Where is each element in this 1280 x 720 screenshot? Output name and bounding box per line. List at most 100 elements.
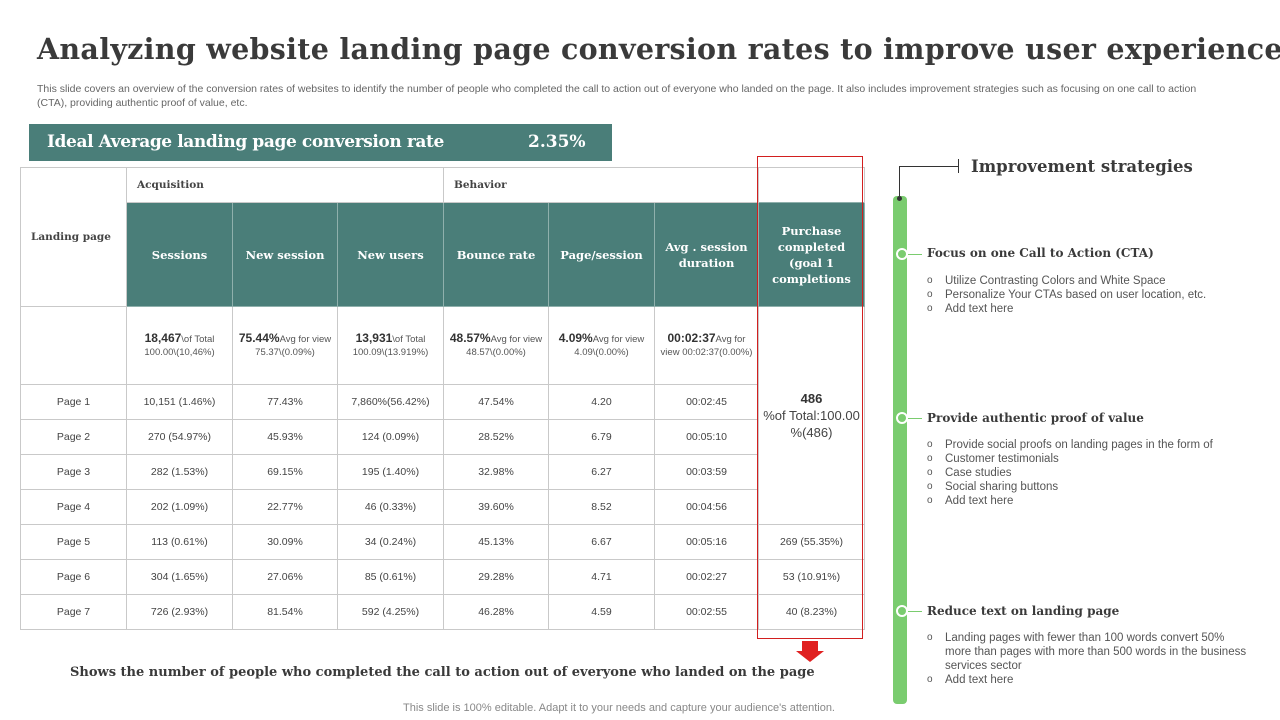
- group-header-row: Landing page Acquisition Behavior: [20, 167, 865, 307]
- list-item: Provide social proofs on landing pages i…: [927, 438, 1257, 452]
- conversion-table: Landing page Acquisition Behavior Sessio…: [20, 167, 865, 630]
- node-connector: [908, 611, 922, 612]
- ideal-rate-banner: Ideal Average landing page conversion ra…: [29, 124, 612, 161]
- cell-bounce-rate: 29.28%: [443, 559, 549, 595]
- cell-duration: 00:02:45: [654, 384, 759, 420]
- connector-tick: [958, 159, 959, 173]
- cell-page-session: 6.67: [548, 524, 655, 560]
- strategy-heading-cta: Focus on one Call to Action (CTA): [927, 246, 1154, 260]
- cell-new-users: 46 (0.33%): [337, 489, 444, 525]
- cell-page-session: 4.20: [548, 384, 655, 420]
- list-item: Personalize Your CTAs based on user loca…: [927, 288, 1257, 302]
- cell-new-session: 81.54%: [232, 594, 338, 630]
- strategy-list-cta: Utilize Contrasting Colors and White Spa…: [927, 274, 1257, 316]
- cell-sessions: 10,151 (1.46%): [126, 384, 233, 420]
- cell-bounce-rate: 39.60%: [443, 489, 549, 525]
- node-connector: [908, 254, 922, 255]
- cell-page-session: 4.71: [548, 559, 655, 595]
- cell-duration: 00:02:55: [654, 594, 759, 630]
- col-header-new-session: New session: [232, 202, 338, 307]
- node-connector: [908, 418, 922, 419]
- table-row: Page 1 10,151 (1.46%) 77.43% 7,860%(56.4…: [20, 384, 865, 420]
- list-item: Customer testimonials: [927, 452, 1257, 466]
- cell-new-session: 30.09%: [232, 524, 338, 560]
- cell-duration: 00:04:56: [654, 489, 759, 525]
- cell-sessions: 282 (1.53%): [126, 454, 233, 490]
- cell-new-users: 34 (0.24%): [337, 524, 444, 560]
- summary-bounce-rate: 48.57%Avg for view 48.57\(0.00%): [443, 306, 549, 385]
- cell-bounce-rate: 45.13%: [443, 524, 549, 560]
- cell-bounce-rate: 32.98%: [443, 454, 549, 490]
- cell-new-users: 124 (0.09%): [337, 419, 444, 455]
- cell-page-session: 6.27: [548, 454, 655, 490]
- cell-sessions: 726 (2.93%): [126, 594, 233, 630]
- list-item: Landing pages with fewer than 100 words …: [927, 631, 1247, 673]
- timeline-bar: [893, 196, 907, 704]
- cell-new-session: 69.15%: [232, 454, 338, 490]
- cell-duration: 00:05:10: [654, 419, 759, 455]
- timeline-node-icon: [896, 412, 908, 424]
- row-page-label: Page 6: [20, 559, 127, 595]
- cell-sessions: 113 (0.61%): [126, 524, 233, 560]
- summary-sessions: 18,467\of Total 100.00\(10,46%): [126, 306, 233, 385]
- table-row: Page 5 113 (0.61%) 30.09% 34 (0.24%) 45.…: [20, 524, 865, 560]
- cell-new-session: 77.43%: [232, 384, 338, 420]
- col-header-page-session: Page/session: [548, 202, 655, 307]
- column-header-row: Sessions New session New users Bounce ra…: [21, 202, 865, 307]
- list-item: Add text here: [927, 673, 1247, 687]
- cell-sessions: 270 (54.97%): [126, 419, 233, 455]
- cell-new-users: 7,860%(56.42%): [337, 384, 444, 420]
- cell-new-session: 45.93%: [232, 419, 338, 455]
- page-subtitle: This slide covers an overview of the con…: [37, 83, 1197, 109]
- ideal-rate-value: 2.35%: [528, 132, 586, 152]
- table-row: Page 6 304 (1.65%) 27.06% 85 (0.61%) 29.…: [20, 559, 865, 595]
- purchase-total-cell: 486 %of Total:100.00 %(486): [758, 306, 865, 525]
- cell-bounce-rate: 46.28%: [443, 594, 549, 630]
- summary-avg-duration: 00:02:37Avg for view 00:02:37(0.00%): [654, 306, 759, 385]
- ideal-rate-label: Ideal Average landing page conversion ra…: [47, 132, 444, 152]
- row-page-label: Page 4: [20, 489, 127, 525]
- strategy-heading-text: Reduce text on landing page: [927, 604, 1120, 618]
- cell-new-session: 22.77%: [232, 489, 338, 525]
- footer-note: This slide is 100% editable. Adapt it to…: [403, 702, 835, 714]
- row-page-label: Page 2: [20, 419, 127, 455]
- cell-duration: 00:05:16: [654, 524, 759, 560]
- cell-page-session: 4.59: [548, 594, 655, 630]
- row-page-label: Page 3: [20, 454, 127, 490]
- table-row: Page 7 726 (2.93%) 81.54% 592 (4.25%) 46…: [20, 594, 865, 630]
- cell-page-session: 6.79: [548, 419, 655, 455]
- list-item: Add text here: [927, 302, 1257, 316]
- cell-new-session: 27.06%: [232, 559, 338, 595]
- connector-line: [899, 166, 959, 167]
- down-arrow-icon: [802, 641, 818, 651]
- cell-duration: 00:02:27: [654, 559, 759, 595]
- cell-sessions: 304 (1.65%): [126, 559, 233, 595]
- cell-bounce-rate: 47.54%: [443, 384, 549, 420]
- cell-new-users: 85 (0.61%): [337, 559, 444, 595]
- col-header-purchase: Purchase completed (goal 1 completions: [758, 202, 865, 307]
- strategy-list-text: Landing pages with fewer than 100 words …: [927, 631, 1247, 687]
- cell-new-users: 195 (1.40%): [337, 454, 444, 490]
- table-row: Page 3 282 (1.53%) 69.15% 195 (1.40%) 32…: [20, 454, 865, 490]
- col-header-avg-duration: Avg . session duration: [654, 202, 759, 307]
- col-header-new-users: New users: [337, 202, 444, 307]
- list-item: Case studies: [927, 466, 1257, 480]
- list-item: Add text here: [927, 494, 1257, 508]
- cell-page-session: 8.52: [548, 489, 655, 525]
- summary-row: 18,467\of Total 100.00\(10,46%) 75.44%Av…: [20, 306, 865, 525]
- acquisition-header: Acquisition: [126, 167, 444, 203]
- strategies-title: Improvement strategies: [971, 157, 1193, 176]
- timeline-dot: [897, 196, 902, 201]
- cell-duration: 00:03:59: [654, 454, 759, 490]
- landing-page-header: Landing page: [20, 167, 127, 307]
- row-page-label: Page 7: [20, 594, 127, 630]
- summary-page-session: 4.09%Avg for view 4.09\(0.00%): [548, 306, 655, 385]
- list-item: Utilize Contrasting Colors and White Spa…: [927, 274, 1257, 288]
- summary-new-users: 13,931\of Total 100.09\(13.919%): [337, 306, 444, 385]
- row-page-label: Page 1: [20, 384, 127, 420]
- table-row: Page 4 202 (1.09%) 22.77% 46 (0.33%) 39.…: [20, 489, 865, 525]
- summary-empty-cell: [20, 306, 127, 385]
- cell-purchase: 40 (8.23%): [758, 594, 865, 630]
- cell-sessions: 202 (1.09%): [126, 489, 233, 525]
- strategy-heading-proof: Provide authentic proof of value: [927, 411, 1144, 425]
